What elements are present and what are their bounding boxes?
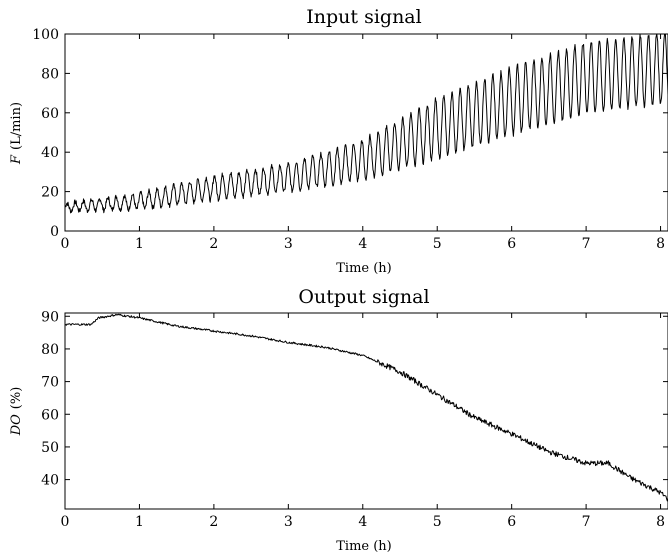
output-plot-frame bbox=[64, 312, 668, 510]
input-y-axis-label: F(L/min) bbox=[9, 102, 24, 165]
input-plot-frame bbox=[64, 33, 668, 232]
output-chart-title: Output signal bbox=[298, 286, 429, 308]
x-tick-label: 7 bbox=[582, 514, 591, 530]
y-tick-label: 60 bbox=[41, 106, 59, 122]
y-tick-label: 40 bbox=[41, 145, 59, 161]
y-tick-label: 50 bbox=[41, 440, 59, 456]
y-tick-label: 20 bbox=[41, 185, 59, 201]
output-signal-line bbox=[64, 313, 668, 502]
output-axis-ticks: 0 1 2 3 4 5 6 7 8 40 50 60 70 80 90 bbox=[41, 309, 668, 530]
x-tick-label: 6 bbox=[507, 514, 516, 530]
output-signal-panel: Output signal 0 1 2 3 4 5 6 7 8 40 50 60 70 80 90 Time… bbox=[9, 286, 668, 554]
x-tick-label: 5 bbox=[433, 236, 442, 252]
y-tick-label: 90 bbox=[41, 309, 59, 325]
output-y-axis-label: DO(%) bbox=[9, 387, 24, 437]
x-tick-label: 7 bbox=[582, 236, 591, 252]
y-tick-label: 80 bbox=[41, 342, 59, 358]
input-x-axis-label: Time (h) bbox=[336, 261, 392, 276]
x-tick-label: 4 bbox=[358, 514, 367, 530]
x-tick-label: 0 bbox=[61, 236, 70, 252]
x-tick-label: 2 bbox=[209, 236, 218, 252]
x-tick-label: 2 bbox=[209, 514, 218, 530]
input-chart-title: Input signal bbox=[306, 6, 421, 28]
x-tick-label: 0 bbox=[61, 514, 70, 530]
y-tick-label: 40 bbox=[41, 473, 59, 489]
x-tick-label: 1 bbox=[135, 236, 144, 252]
y-tick-label: 0 bbox=[50, 224, 59, 240]
x-tick-label: 8 bbox=[656, 236, 665, 252]
x-tick-label: 1 bbox=[135, 514, 144, 530]
x-tick-label: 4 bbox=[358, 236, 367, 252]
x-tick-label: 3 bbox=[284, 236, 293, 252]
output-x-axis-label: Time (h) bbox=[336, 539, 392, 554]
y-tick-label: 100 bbox=[32, 27, 59, 43]
y-tick-label: 80 bbox=[41, 66, 59, 82]
y-tick-label: 70 bbox=[41, 375, 59, 391]
x-tick-label: 5 bbox=[433, 514, 442, 530]
x-tick-label: 8 bbox=[656, 514, 665, 530]
x-tick-label: 3 bbox=[284, 514, 293, 530]
x-tick-label: 6 bbox=[507, 236, 516, 252]
y-tick-label: 60 bbox=[41, 407, 59, 423]
input-signal-line bbox=[64, 33, 668, 214]
